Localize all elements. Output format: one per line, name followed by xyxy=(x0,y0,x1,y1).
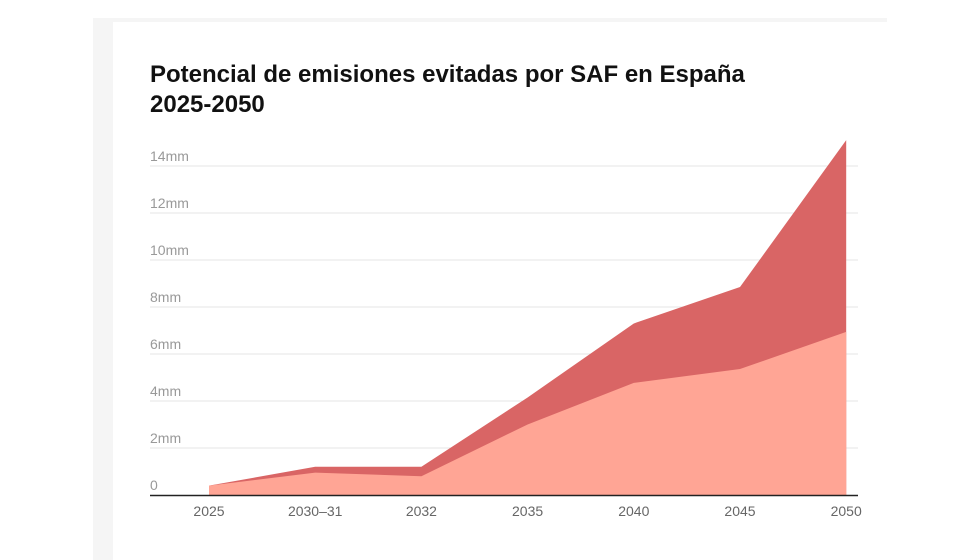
y-tick-label: 8mm xyxy=(150,289,181,305)
x-tick-label: 2040 xyxy=(618,503,649,519)
x-tick-label: 2032 xyxy=(406,503,437,519)
y-tick-label: 2mm xyxy=(150,430,181,446)
x-tick-label: 2035 xyxy=(512,503,543,519)
area-series-2 xyxy=(209,331,847,495)
title-line-1: Potencial de emisiones evitadas por SAF … xyxy=(150,61,745,88)
y-tick-label: 0 xyxy=(150,477,158,493)
x-tick-label: 2030–31 xyxy=(288,503,343,519)
y-tick-label: 12mm xyxy=(150,195,189,211)
x-tick-label: 2045 xyxy=(724,503,755,519)
y-tick-label: 4mm xyxy=(150,383,181,399)
chart-title: Potencial de emisiones evitadas por SAF … xyxy=(150,60,850,120)
y-tick-label: 6mm xyxy=(150,336,181,352)
y-tick-label: 10mm xyxy=(150,242,189,258)
x-tick-label: 2050 xyxy=(831,503,862,519)
title-line-2: 2025-2050 xyxy=(150,91,265,118)
x-tick-label: 2025 xyxy=(193,503,224,519)
y-tick-label: 14mm xyxy=(150,148,189,164)
